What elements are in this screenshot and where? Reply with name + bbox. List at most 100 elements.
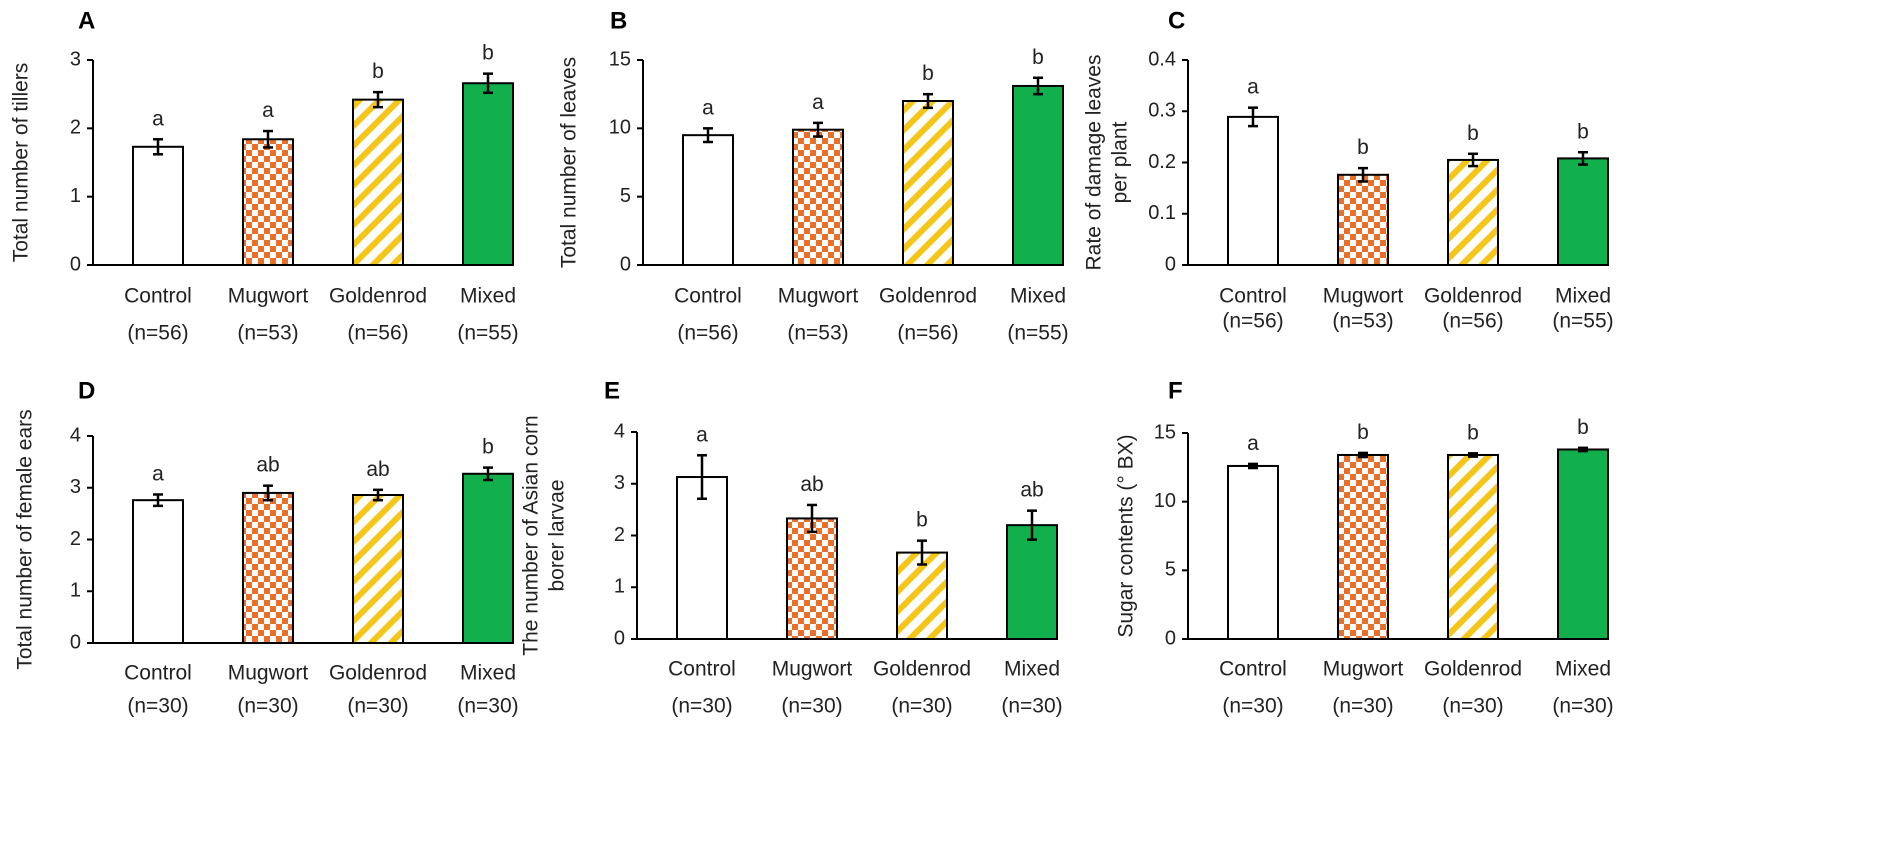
category-label: Mugwort <box>228 662 309 685</box>
sample-size-label: (n=30) <box>891 695 952 718</box>
y-tick-label: 1 <box>70 580 81 602</box>
sample-size-label: (n=30) <box>347 695 408 718</box>
category-label: Goldenrod <box>1424 658 1522 681</box>
sample-size-label: (n=30) <box>1001 695 1062 718</box>
bar-goldenrod <box>352 98 404 266</box>
y-tick-label: 5 <box>1165 559 1176 581</box>
category-label: Mixed <box>1010 285 1066 308</box>
sample-size-label: (n=30) <box>671 695 732 718</box>
panel-letter: E <box>604 377 620 404</box>
significance-label: b <box>482 436 494 459</box>
y-axis-label: borer larvae <box>546 479 569 591</box>
bar-goldenrod <box>1447 158 1499 266</box>
bar-mugwort <box>1337 453 1389 640</box>
y-tick-label: 10 <box>1154 490 1176 512</box>
y-tick-label: 10 <box>609 117 631 139</box>
bar-mugwort <box>1337 173 1389 266</box>
sample-size-label: (n=30) <box>781 695 842 718</box>
sample-size-label: (n=53) <box>237 322 298 345</box>
significance-label: ab <box>1020 479 1043 502</box>
y-tick-label: 3 <box>70 48 81 70</box>
significance-label: a <box>152 107 164 130</box>
y-tick-label: 4 <box>614 420 625 442</box>
sample-size-label: (n=56) <box>677 322 738 345</box>
y-tick-label: 0 <box>70 631 81 653</box>
panel-e: E The number of Asian corn borer larvae 0 1 2… <box>520 377 1063 717</box>
significance-label: b <box>372 60 384 83</box>
sample-size-label: (n=56) <box>347 322 408 345</box>
y-axis-label: Total number of female ears <box>14 409 37 669</box>
sample-size-label: (n=56) <box>127 322 188 345</box>
panel-a: A Total number of tillers 0 1 2 3 a Control (n=5… <box>10 7 519 344</box>
significance-label: b <box>1032 46 1044 69</box>
y-axis-label: Sugar contents (° BX) <box>1115 434 1138 637</box>
category-label: Mixed <box>460 285 516 308</box>
y-tick-label: 3 <box>70 476 81 498</box>
bar-control <box>1227 115 1279 266</box>
sample-size-label: (n=55) <box>1552 310 1613 333</box>
y-tick-label: 0.2 <box>1148 151 1176 173</box>
category-label: Mixed <box>1555 285 1611 308</box>
y-tick-label: 0 <box>1165 253 1176 275</box>
sample-size-label: (n=30) <box>1332 695 1393 718</box>
significance-label: b <box>922 62 934 85</box>
sample-size-label: (n=53) <box>787 322 848 345</box>
significance-label: a <box>1247 76 1259 99</box>
y-tick-label: 2 <box>70 528 81 550</box>
significance-label: a <box>152 462 164 485</box>
bar-mugwort <box>242 491 294 644</box>
sample-size-label: (n=56) <box>1442 310 1503 333</box>
y-tick-label: 5 <box>620 185 631 207</box>
y-tick-label: 3 <box>614 472 625 494</box>
significance-label: b <box>1577 416 1589 439</box>
y-axis-label: The number of Asian corn <box>520 415 543 655</box>
y-tick-label: 0 <box>1165 627 1176 649</box>
category-label: Control <box>1219 285 1287 308</box>
y-tick-label: 0 <box>70 253 81 275</box>
bar-mixed <box>462 472 514 644</box>
panel-c: C Rate of damage leaves per plant 0 0.1 0.2 0.… <box>1083 7 1614 332</box>
significance-label: a <box>702 96 714 119</box>
significance-label: b <box>1577 120 1589 143</box>
y-axis-label: Total number of leaves <box>558 57 581 268</box>
significance-label: b <box>1467 421 1479 444</box>
significance-label: a <box>812 91 824 114</box>
bar-mugwort <box>786 517 838 640</box>
y-tick-label: 15 <box>1154 421 1176 443</box>
sample-size-label: (n=56) <box>897 322 958 345</box>
bar-control <box>676 476 728 640</box>
panel-d: D Total number of female ears 0 1 2 3 4 a Contro… <box>14 377 519 717</box>
significance-label: b <box>1357 136 1369 159</box>
sample-size-label: (n=30) <box>1552 695 1613 718</box>
significance-label: b <box>1467 122 1479 145</box>
category-label: Goldenrod <box>329 662 427 685</box>
y-tick-label: 0 <box>620 253 631 275</box>
y-tick-label: 0.1 <box>1148 202 1176 224</box>
y-tick-label: 0.4 <box>1148 48 1176 70</box>
sample-size-label: (n=55) <box>1007 322 1068 345</box>
significance-label: b <box>482 42 494 65</box>
significance-label: b <box>1357 421 1369 444</box>
category-label: Mixed <box>460 662 516 685</box>
category-label: Control <box>124 285 192 308</box>
category-label: Control <box>124 662 192 685</box>
bar-control <box>1227 464 1279 640</box>
bar-goldenrod <box>1447 453 1499 640</box>
bar-control <box>132 499 184 645</box>
y-tick-label: 2 <box>614 524 625 546</box>
category-label: Mugwort <box>778 285 859 308</box>
category-label: Mugwort <box>1323 658 1404 681</box>
panel-letter: A <box>78 7 95 34</box>
category-label: Mixed <box>1555 658 1611 681</box>
sample-size-label: (n=30) <box>457 695 518 718</box>
category-label: Control <box>668 658 736 681</box>
bar-mixed <box>1557 448 1609 641</box>
bar-control <box>132 145 184 267</box>
y-tick-label: 2 <box>70 117 81 139</box>
category-label: Mugwort <box>228 285 309 308</box>
y-axis-label: Rate of damage leaves <box>1083 55 1106 271</box>
significance-label: a <box>1247 432 1259 455</box>
significance-label: a <box>262 99 274 122</box>
bar-goldenrod <box>352 493 404 644</box>
panel-letter: C <box>1168 7 1185 34</box>
